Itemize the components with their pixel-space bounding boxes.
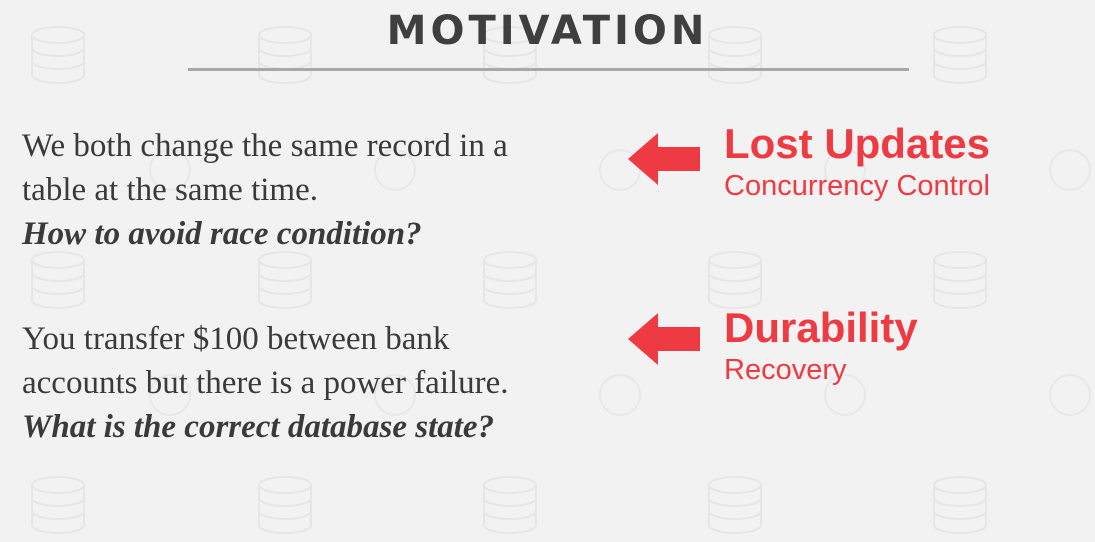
- scenario-question: How to avoid race condition?: [22, 216, 422, 252]
- title-divider: [188, 68, 909, 71]
- scenario-question: What is the correct database state?: [22, 409, 495, 445]
- scenario-durability-text: You transfer $100 between bank accounts …: [22, 317, 622, 449]
- scenario-line: table at the same time.: [22, 172, 318, 208]
- arrow-left-icon: [628, 313, 700, 365]
- topic-heading: Durability: [724, 304, 918, 351]
- scenario-line: We both change the same record in a: [22, 128, 508, 164]
- topic-subheading: Concurrency Control: [724, 170, 990, 202]
- scenario-lost-updates-text: We both change the same record in a tabl…: [22, 124, 622, 256]
- scenario-line: accounts but there is a power failure.: [22, 365, 509, 401]
- topic-durability: Durability Recovery: [724, 304, 918, 388]
- scenario-line: You transfer $100 between bank: [22, 321, 450, 357]
- topic-heading: Lost Updates: [724, 120, 991, 167]
- arrow-left-icon: [628, 133, 700, 185]
- topic-subheading: Recovery: [724, 354, 847, 386]
- topic-lost-updates: Lost Updates Concurrency Control: [724, 120, 990, 204]
- slide-title: MOTIVATION: [386, 8, 709, 54]
